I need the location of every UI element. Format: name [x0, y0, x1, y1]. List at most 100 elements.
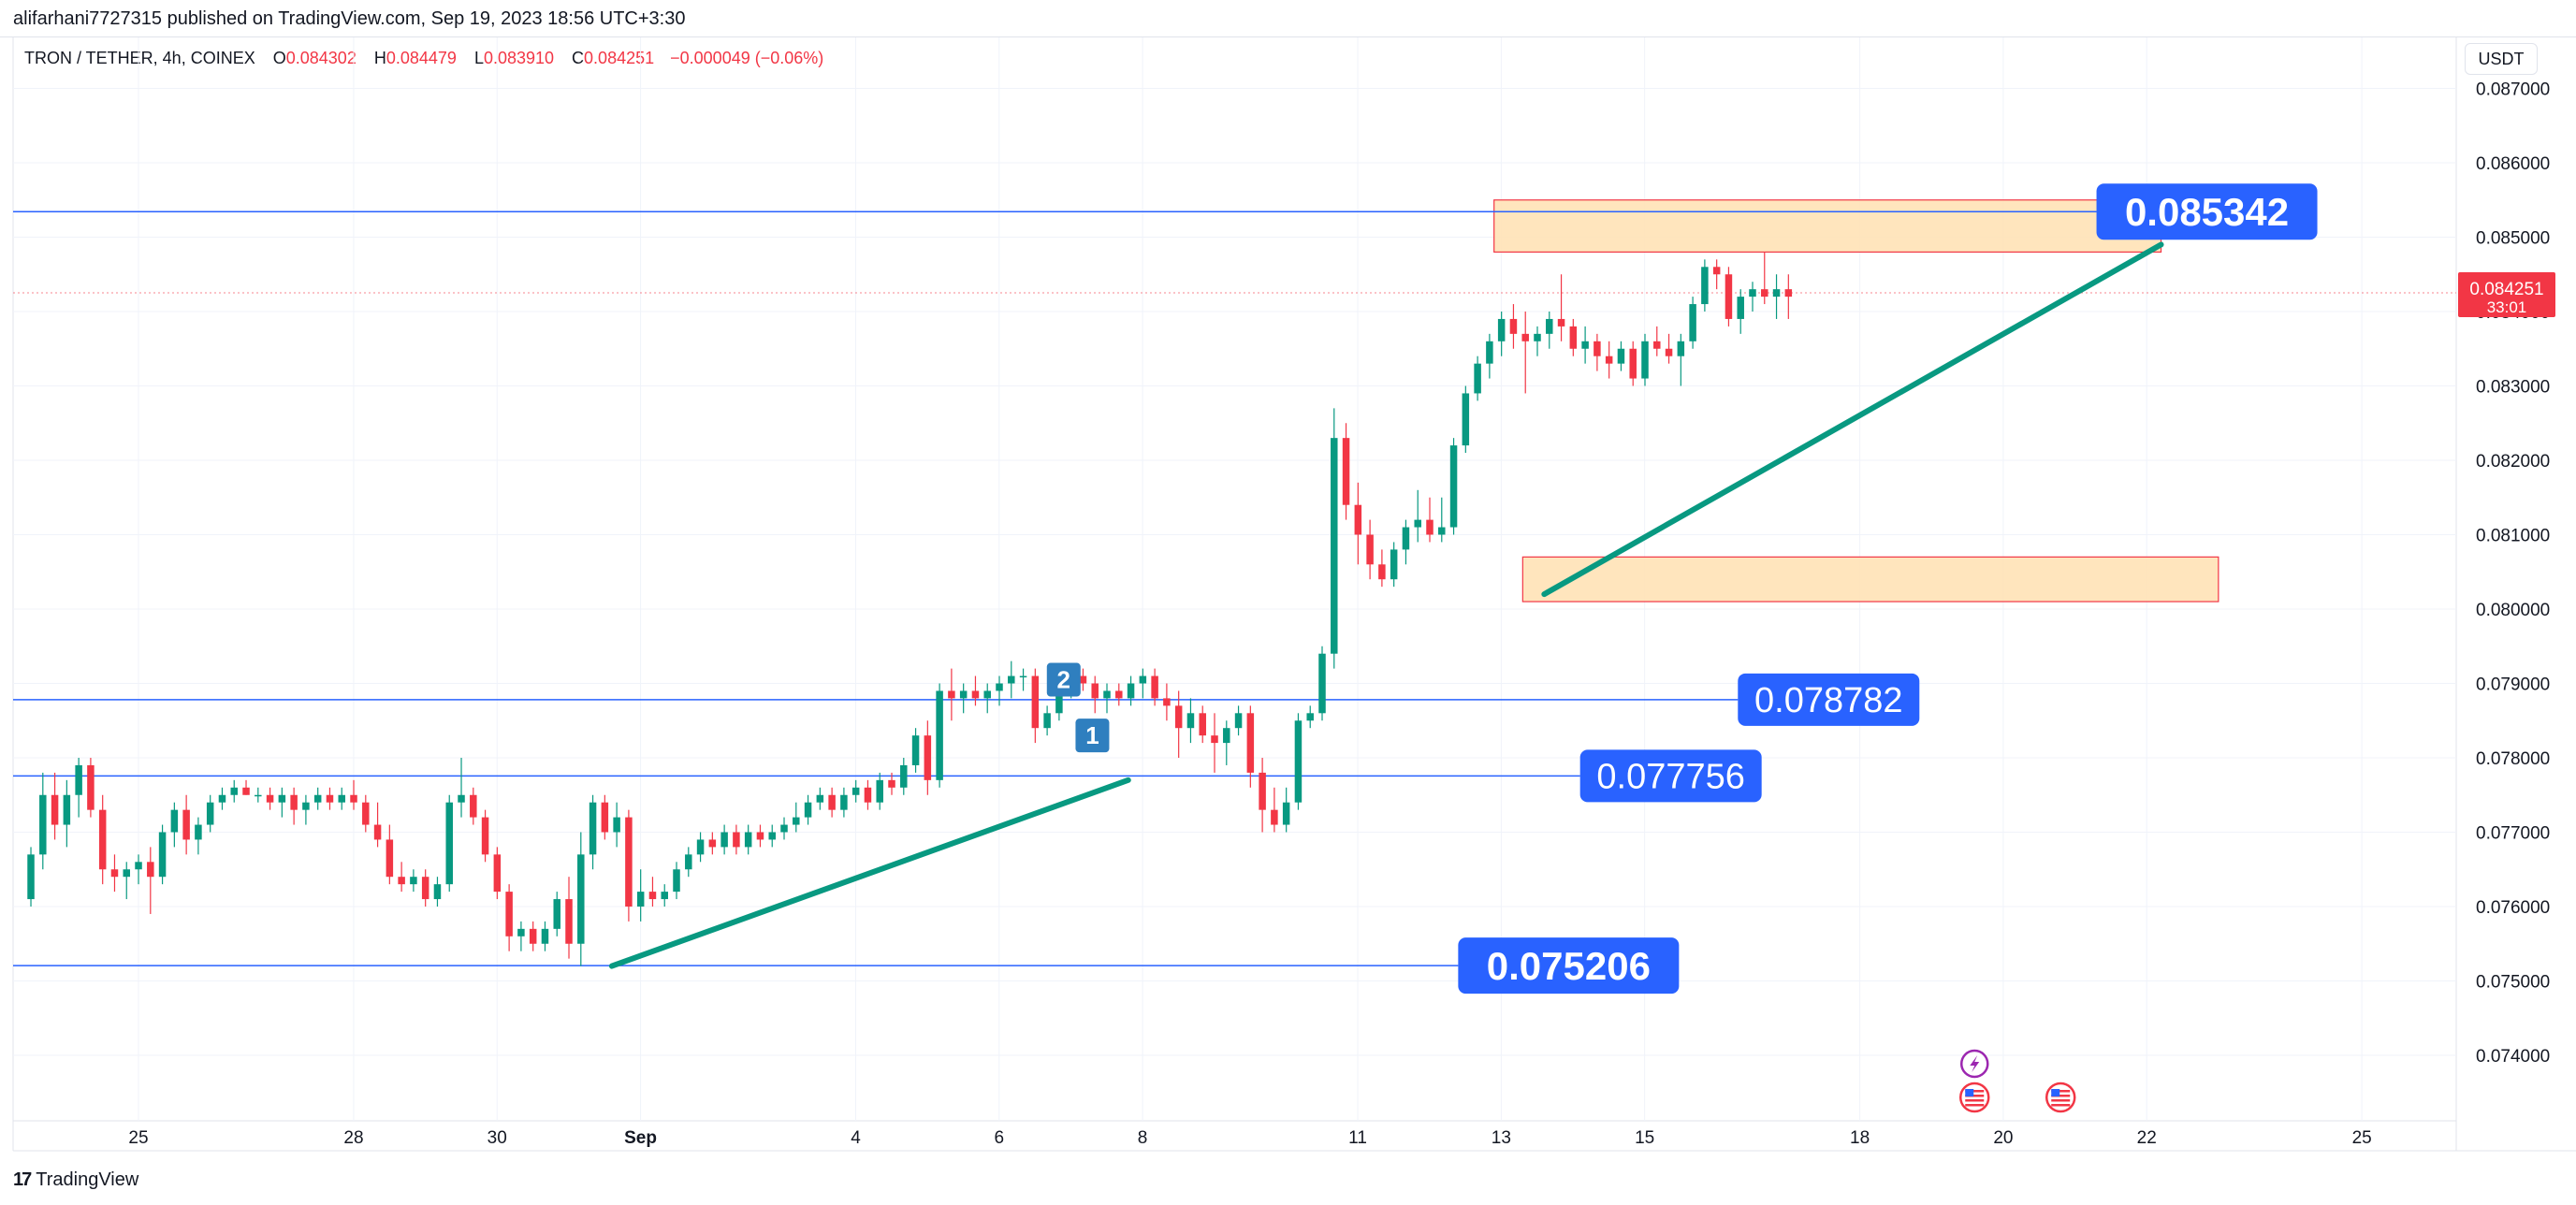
candle — [1186, 698, 1195, 744]
candle — [1174, 690, 1183, 758]
candle — [851, 779, 860, 803]
candle-body — [242, 787, 250, 795]
candle-body — [1521, 333, 1529, 341]
candle-body — [1737, 297, 1744, 319]
close-label: C — [572, 49, 585, 67]
y-tick-label: 0.076000 — [2476, 898, 2550, 918]
candles — [27, 252, 1793, 966]
candle — [971, 675, 980, 706]
candle-body — [1497, 318, 1506, 341]
candle — [1426, 497, 1434, 543]
candle-body — [1474, 363, 1481, 394]
candle-body — [1211, 735, 1218, 744]
candle — [421, 869, 429, 907]
candle — [1594, 333, 1601, 371]
candle — [195, 817, 202, 855]
candle-body — [1534, 333, 1541, 341]
candle-body — [182, 809, 190, 840]
x-tick-label: 6 — [995, 1128, 1005, 1148]
candle-body — [876, 779, 883, 803]
candle-body — [505, 892, 513, 936]
candle-body — [1031, 675, 1040, 729]
candle-body — [1641, 341, 1649, 379]
candle-body — [1234, 713, 1243, 729]
candle — [1772, 274, 1781, 319]
candle-body — [1725, 274, 1733, 319]
candle — [1402, 519, 1410, 565]
candle-body — [1259, 772, 1266, 810]
candle-body — [529, 928, 537, 944]
candle — [1043, 705, 1051, 736]
candle-body — [1402, 527, 1410, 550]
candle-body — [900, 764, 908, 788]
candle — [470, 787, 477, 825]
candle-body — [1174, 705, 1183, 729]
candle — [1462, 385, 1470, 454]
candle — [1557, 274, 1565, 341]
candle-body — [1689, 304, 1696, 341]
candle-body — [1043, 713, 1051, 729]
y-tick-label: 0.080000 — [2476, 601, 2550, 620]
candle — [1354, 482, 1362, 565]
candle-body — [1354, 504, 1362, 535]
flag-canton — [2051, 1089, 2060, 1096]
candle — [1282, 787, 1290, 833]
candle-body — [1749, 289, 1756, 298]
candle — [673, 862, 680, 900]
candle — [350, 779, 357, 810]
high-label: H — [373, 49, 386, 67]
symbol-legend: TRON / TETHER, 4h, COINEX O0.084302 H0.0… — [24, 49, 823, 68]
candle-body — [1438, 527, 1446, 535]
candle-body — [158, 832, 167, 878]
candle-body — [673, 869, 680, 893]
x-tick-label: 28 — [343, 1128, 363, 1148]
candle — [601, 794, 609, 840]
candle-body — [170, 809, 179, 833]
candle-body — [1677, 341, 1685, 356]
candle — [864, 779, 872, 810]
currency-button[interactable]: USDT — [2465, 43, 2538, 75]
candle-body — [996, 683, 1003, 691]
candle-body — [1509, 318, 1518, 334]
candle-body — [1772, 289, 1781, 298]
candle — [1091, 675, 1099, 714]
candle-body — [720, 832, 728, 848]
footer-brand[interactable]: 17 TradingView — [13, 1169, 138, 1191]
trendlines — [608, 241, 2164, 969]
candle — [804, 794, 812, 825]
candle-body — [1378, 564, 1386, 580]
candle-body — [1163, 698, 1171, 706]
candle-body — [517, 928, 525, 936]
candle — [313, 787, 322, 810]
published-by-text: alifarhani7727315 published on TradingVi… — [13, 8, 686, 29]
event-icons — [1958, 1049, 2076, 1113]
candle-body — [1462, 393, 1470, 446]
time-axis: 25 28 30 Sep 4 6 8 11 13 15 18 20 22 25 — [128, 1128, 2371, 1148]
candle-body — [840, 794, 848, 810]
candle — [648, 877, 657, 907]
candle — [1712, 259, 1721, 290]
candle-body — [1701, 267, 1709, 305]
candle — [888, 772, 895, 795]
candle — [1342, 423, 1350, 520]
wave-marker-label: 1 — [1085, 721, 1099, 749]
candle-body — [1127, 683, 1135, 699]
candle — [744, 824, 752, 855]
flag-stripe — [1965, 1104, 1985, 1107]
candle-body — [733, 832, 740, 848]
candle-body — [1055, 683, 1063, 714]
candle-body — [1594, 341, 1601, 356]
symbol-name[interactable]: TRON / TETHER, 4h, COINEX — [24, 49, 255, 67]
change-value: −0.000049 (−0.06%) — [670, 49, 824, 67]
candle — [1725, 267, 1733, 327]
candle — [589, 794, 597, 870]
candle-body — [1091, 683, 1099, 699]
candle — [51, 772, 59, 840]
candle — [373, 802, 382, 848]
candle-body — [410, 877, 417, 885]
candle — [1019, 668, 1027, 691]
candle — [1139, 668, 1147, 699]
x-tick-label: Sep — [624, 1128, 657, 1148]
candle-body — [924, 735, 932, 780]
